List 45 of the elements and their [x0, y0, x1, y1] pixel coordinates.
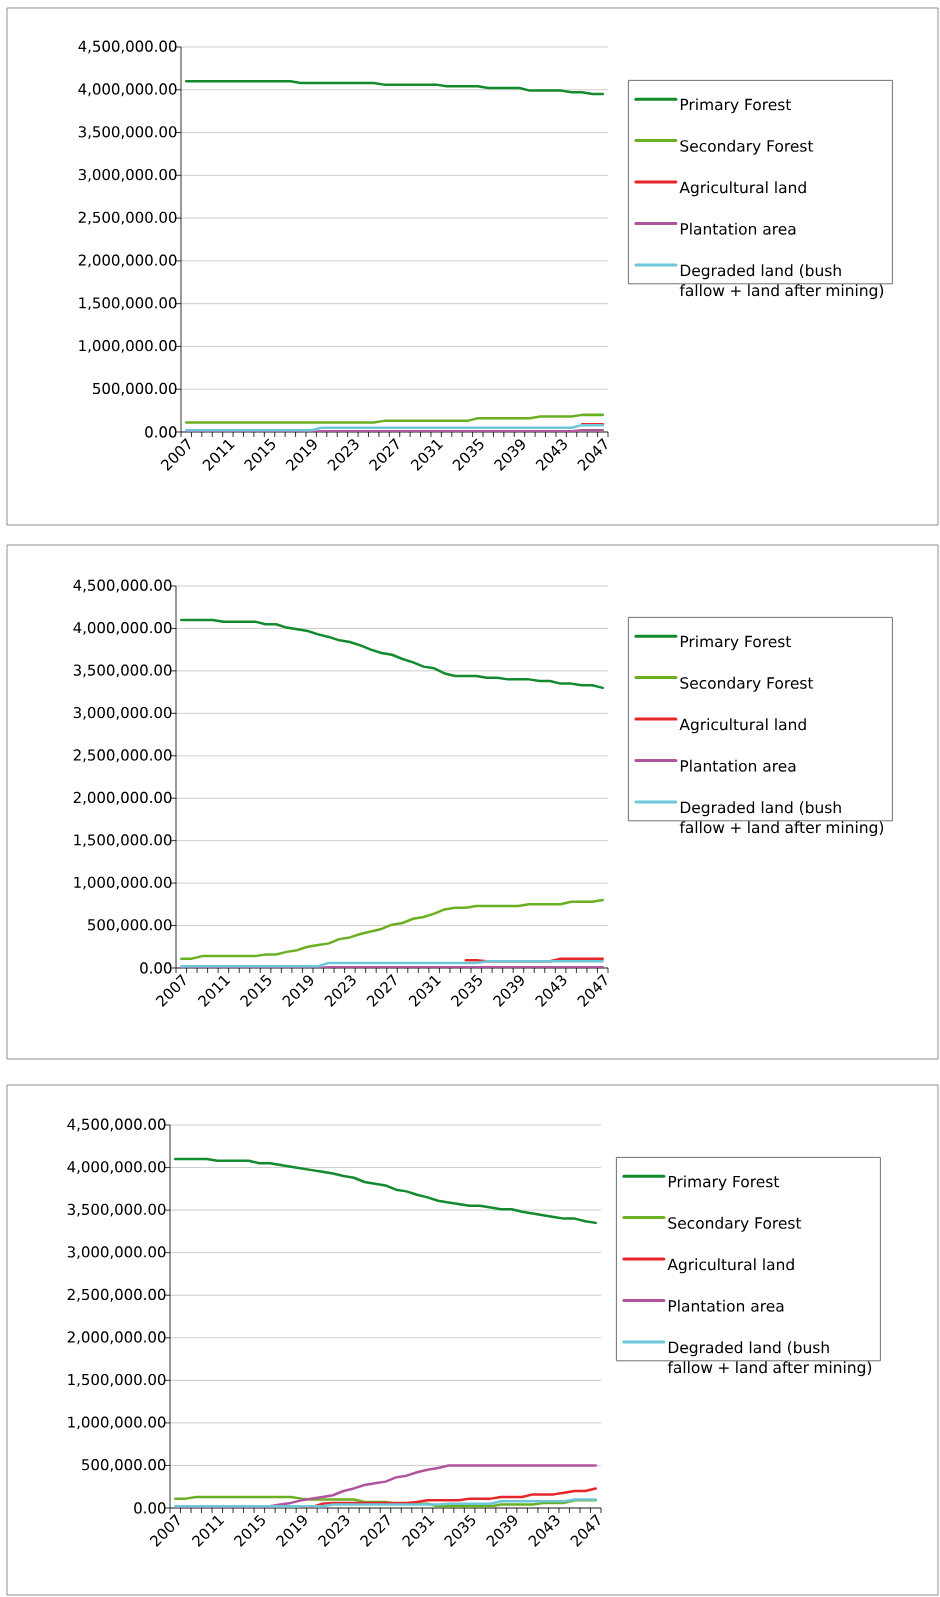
legend-label: Agricultural land: [679, 718, 806, 734]
legend-label: Primary Forest: [668, 1175, 779, 1191]
y-tick-label: 1,000,000.00: [79, 340, 177, 353]
legend-label: Secondary Forest: [680, 139, 814, 155]
legend-label: Secondary Forest: [668, 1216, 802, 1232]
legend-label: Primary Forest: [680, 635, 791, 651]
y-tick-label: 1,000,000.00: [68, 1416, 166, 1430]
y-tick-label: 0.00: [140, 962, 172, 974]
y-tick-label: 3,000,000.00: [78, 168, 177, 182]
y-tick-label: 1,000,000.00: [74, 876, 172, 890]
legend-label: Degraded land (bush fallow + land after mining): [667, 1341, 872, 1377]
y-tick-label: 3,000,000.00: [67, 1246, 166, 1260]
y-tick-label: 500,000.00: [82, 1459, 166, 1472]
y-tick-label: 2,000,000.00: [78, 254, 177, 268]
y-tick-label: 4,000,000.00: [78, 83, 177, 97]
y-tick-label: 3,500,000.00: [78, 126, 177, 139]
y-tick-label: 3,500,000.00: [67, 1203, 166, 1217]
y-tick-label: 500,000.00: [88, 919, 172, 932]
y-tick-label: 2,500,000.00: [73, 749, 172, 763]
y-tick-label: 4,500,000.00: [67, 1118, 166, 1132]
legend-label: Degraded land (bush fallow + land after mining): [679, 801, 884, 837]
y-tick-label: 3,500,000.00: [73, 664, 172, 678]
y-tick-label: 4,000,000.00: [67, 1161, 166, 1174]
y-tick-label: 1,500,000.00: [74, 834, 172, 848]
y-tick-label: 0.00: [145, 426, 177, 438]
legend-label: Agricultural land: [679, 181, 806, 197]
legend-label: Secondary Forest: [680, 676, 814, 692]
y-tick-label: 4,500,000.00: [78, 40, 177, 54]
y-tick-label: 500,000.00: [93, 382, 177, 396]
y-tick-label: 2,500,000.00: [78, 211, 177, 225]
y-tick-label: 0.00: [134, 1502, 166, 1514]
legend-label: Degraded land (bush fallow + land after mining): [679, 264, 884, 300]
legend-label: Plantation area: [668, 1299, 784, 1312]
legend-label: Plantation area: [680, 222, 796, 235]
y-tick-label: 4,500,000.00: [73, 579, 172, 593]
y-tick-label: 2,500,000.00: [67, 1288, 166, 1302]
y-tick-label: 1,500,000.00: [68, 1373, 166, 1387]
y-tick-label: 3,000,000.00: [73, 706, 172, 720]
y-tick-label: 1,500,000.00: [79, 297, 177, 311]
y-tick-label: 2,000,000.00: [73, 791, 172, 805]
y-tick-label: 2,000,000.00: [67, 1331, 166, 1345]
legend-label: Agricultural land: [667, 1258, 794, 1274]
y-tick-label: 4,000,000.00: [73, 622, 172, 635]
legend-label: Plantation area: [680, 759, 796, 772]
legend-label: Primary Forest: [680, 98, 791, 114]
